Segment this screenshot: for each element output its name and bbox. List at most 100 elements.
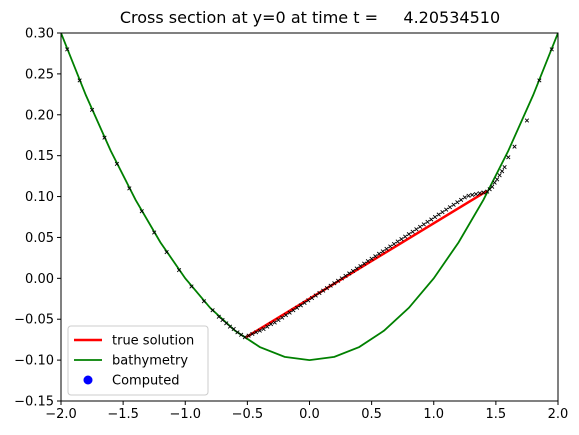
computed-point bbox=[231, 326, 236, 332]
plot-content bbox=[61, 33, 558, 362]
y-axis: −0.15 −0.10 −0.05 0.00 0.05 0.10 0.15 0.20 0.25 0… bbox=[14, 27, 61, 410]
computed-point bbox=[458, 197, 464, 202]
computed-point bbox=[280, 315, 285, 320]
computed-point bbox=[473, 191, 479, 197]
computed-point bbox=[302, 300, 307, 305]
computed-point bbox=[497, 173, 502, 178]
computed-point bbox=[272, 320, 277, 325]
computed-point bbox=[451, 202, 456, 207]
computed-point bbox=[224, 321, 229, 326]
computed-point bbox=[358, 263, 363, 269]
computed-point bbox=[373, 254, 378, 259]
computed-point bbox=[324, 286, 330, 291]
computed-point bbox=[414, 227, 419, 232]
computed-point bbox=[176, 268, 182, 273]
computed-point bbox=[268, 322, 274, 327]
y-tick-label: 0.00 bbox=[25, 272, 54, 287]
computed-point bbox=[395, 239, 400, 244]
computed-point bbox=[512, 144, 517, 149]
computed-point bbox=[313, 293, 318, 298]
computed-point bbox=[246, 333, 251, 338]
computed-point bbox=[369, 256, 374, 261]
computed-point bbox=[380, 249, 385, 254]
computed-point bbox=[502, 164, 507, 170]
x-tick-label: 1.5 bbox=[486, 407, 507, 422]
y-tick-label: 0.20 bbox=[25, 108, 54, 123]
computed-point bbox=[306, 298, 311, 303]
computed-point bbox=[406, 232, 412, 237]
computed-point bbox=[549, 47, 554, 52]
computed-point bbox=[283, 313, 289, 318]
computed-point bbox=[477, 191, 482, 196]
computed-point bbox=[287, 310, 292, 315]
computed-point bbox=[343, 273, 348, 278]
computed-point bbox=[339, 276, 344, 281]
computed-point bbox=[494, 177, 500, 182]
computed-point bbox=[365, 259, 371, 264]
y-tick-label: 0.15 bbox=[25, 149, 54, 164]
computed-point bbox=[432, 214, 438, 220]
x-tick-label: −1.5 bbox=[107, 407, 139, 422]
computed-point bbox=[65, 47, 70, 52]
computed-point bbox=[335, 278, 341, 283]
computed-point bbox=[220, 317, 225, 323]
computed-point bbox=[328, 283, 333, 288]
computed-point bbox=[309, 295, 315, 301]
true-solution-line bbox=[245, 189, 488, 339]
computed-point bbox=[261, 326, 266, 332]
computed-point bbox=[399, 236, 404, 242]
computed-point bbox=[350, 268, 356, 274]
computed-point bbox=[524, 118, 530, 123]
legend: true solution bathymetry Computed bbox=[67, 325, 209, 396]
computed-point bbox=[253, 330, 259, 335]
computed-point bbox=[440, 209, 445, 215]
computed-point bbox=[291, 308, 296, 313]
computed-point bbox=[429, 217, 434, 222]
computed-point bbox=[490, 184, 495, 189]
computed-point bbox=[242, 335, 248, 340]
computed-point bbox=[114, 161, 120, 166]
computed-point bbox=[470, 192, 475, 198]
y-tick-label: 0.30 bbox=[25, 27, 54, 42]
computed-point bbox=[481, 190, 486, 195]
legend-bathymetry-label: bathymetry bbox=[112, 354, 188, 369]
computed-point bbox=[317, 290, 322, 296]
legend-computed-label: Computed bbox=[112, 374, 180, 389]
computed-point bbox=[164, 250, 169, 255]
computed-point bbox=[265, 324, 270, 329]
computed-point bbox=[210, 308, 215, 313]
computed-point bbox=[537, 78, 542, 83]
computed-point bbox=[455, 200, 460, 205]
x-tick-label: −2.0 bbox=[45, 407, 77, 422]
x-tick-label: 2.0 bbox=[548, 407, 569, 422]
computed-point bbox=[139, 209, 144, 214]
computed-point bbox=[403, 234, 408, 239]
computed-point bbox=[189, 284, 194, 289]
computed-point bbox=[294, 305, 300, 310]
computed-point bbox=[388, 244, 393, 249]
legend-true-solution-label: true solution bbox=[112, 334, 194, 349]
computed-point bbox=[298, 303, 303, 308]
y-tick-label: 0.10 bbox=[25, 190, 54, 205]
legend-box bbox=[67, 325, 209, 396]
computed-point bbox=[444, 207, 449, 212]
computed-point bbox=[77, 78, 82, 83]
y-tick-label: 0.05 bbox=[25, 231, 54, 246]
y-tick-label: −0.10 bbox=[14, 354, 54, 369]
y-tick-label: −0.05 bbox=[14, 313, 54, 328]
computed-point bbox=[102, 135, 107, 140]
computed-point bbox=[421, 222, 426, 227]
computed-point bbox=[347, 271, 352, 276]
computed-point bbox=[216, 314, 221, 319]
x-tick-label: 1.0 bbox=[423, 407, 444, 422]
computed-point bbox=[127, 186, 132, 191]
computed-point bbox=[201, 299, 207, 304]
bathymetry-line bbox=[61, 33, 558, 362]
computed-point bbox=[425, 219, 430, 225]
computed-point bbox=[227, 324, 233, 329]
computed-point bbox=[384, 246, 389, 252]
y-tick-label: −0.15 bbox=[14, 395, 54, 410]
computed-point bbox=[89, 107, 95, 112]
x-tick-label: 0.5 bbox=[361, 407, 382, 422]
